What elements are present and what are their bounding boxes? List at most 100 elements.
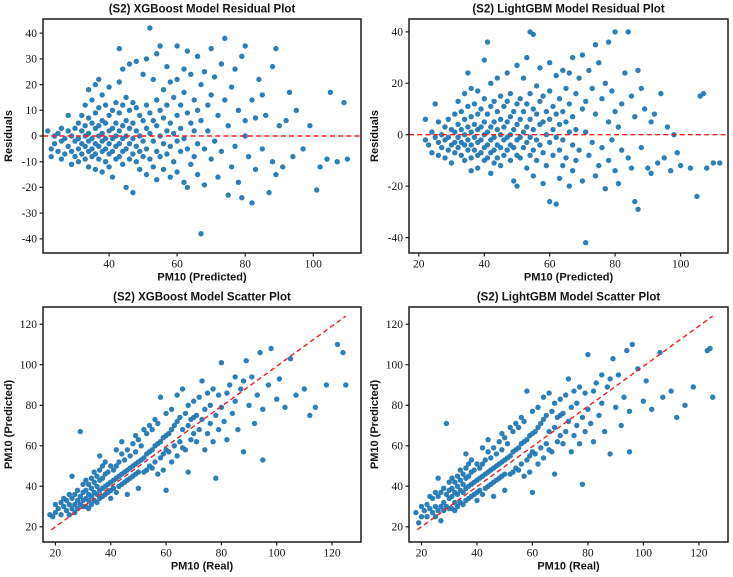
scatter-point: [188, 71, 194, 78]
scatter-point: [602, 80, 608, 87]
x-tick-label: 40: [103, 259, 115, 271]
scatter-point: [429, 150, 435, 156]
x-axis-label: PM10 (Predicted): [157, 272, 247, 284]
scatter-point: [276, 123, 282, 129]
scatter-point: [507, 424, 513, 431]
scatter-point: [85, 130, 92, 137]
scatter-point: [69, 473, 75, 479]
scatter-point: [168, 426, 175, 433]
x-axis-label: PM10 (Real): [537, 561, 600, 573]
scatter-point: [454, 503, 461, 510]
scatter-point: [576, 384, 583, 390]
x-tick-label: 100: [672, 259, 690, 271]
scatter-point: [154, 177, 160, 183]
scatter-point: [82, 123, 88, 129]
scatter-point: [574, 400, 580, 406]
scatter-point: [188, 161, 194, 167]
scatter-point: [442, 124, 448, 130]
scatter-point: [274, 396, 280, 402]
scatter-point: [704, 165, 710, 171]
scatter-point: [152, 459, 158, 465]
scatter-point: [710, 160, 716, 166]
scatter-point: [502, 471, 508, 477]
scatter-point: [524, 437, 530, 443]
scatter-point: [418, 514, 425, 520]
scatter-point: [547, 88, 553, 94]
scatter-point: [494, 126, 500, 133]
y-tick-label: 20: [392, 522, 404, 534]
scatter-point: [65, 112, 71, 119]
scatter-point: [635, 206, 641, 212]
scatter-point: [550, 103, 556, 110]
scatter-point: [538, 445, 544, 451]
scatter-point: [245, 153, 252, 160]
scatter-point: [232, 374, 238, 380]
scatter-point: [96, 105, 102, 111]
scatter-point: [133, 128, 139, 134]
scatter-point: [88, 485, 95, 491]
scatter-point: [194, 53, 201, 59]
scatter-point: [167, 120, 173, 126]
scatter-point: [458, 152, 464, 158]
scatter-point: [484, 155, 491, 161]
scatter-point: [225, 192, 231, 198]
scatter-point: [116, 110, 123, 116]
x-axis-label: PM10 (Predicted): [524, 272, 614, 284]
scatter-point: [568, 404, 574, 410]
scatter-point: [543, 412, 549, 419]
scatter-point: [132, 432, 139, 439]
scatter-point: [571, 432, 577, 439]
scatter-point: [269, 159, 276, 165]
scatter-point: [494, 75, 500, 81]
scatter-point: [273, 171, 279, 178]
y-tick-label: 100: [386, 359, 404, 371]
scatter-point: [442, 155, 448, 161]
scatter-point: [91, 469, 97, 475]
scatter-point: [235, 179, 242, 185]
scatter-point: [317, 164, 323, 170]
scatter-point: [475, 165, 481, 171]
scatter-point: [232, 66, 238, 72]
scatter-point: [465, 461, 472, 467]
scatter-point: [150, 76, 156, 83]
scatter-point: [507, 453, 513, 459]
scatter-point: [628, 165, 635, 171]
scatter-point: [249, 97, 255, 103]
scatter-point: [452, 139, 458, 146]
y-tick-label: 40: [26, 28, 38, 40]
scatter-point: [97, 453, 103, 459]
scatter-point: [69, 495, 75, 502]
scatter-point: [83, 477, 89, 483]
scatter-point: [88, 475, 95, 481]
scatter-point: [75, 159, 82, 165]
scatter-point: [582, 428, 588, 435]
scatter-point: [463, 451, 469, 457]
scatter-point: [461, 90, 468, 97]
scatter-point: [168, 459, 175, 465]
scatter-point: [89, 135, 95, 142]
scatter-point: [576, 441, 583, 447]
scatter-point: [589, 139, 595, 146]
scatter-point: [147, 130, 153, 137]
scatter-point: [228, 164, 235, 170]
scatter-point: [150, 164, 156, 170]
scatter-point: [106, 141, 112, 147]
y-tick-label: 0: [397, 129, 403, 141]
scatter-point: [58, 156, 65, 162]
scatter-point: [622, 70, 628, 76]
scatter-point: [182, 410, 189, 417]
scatter-point: [490, 493, 497, 500]
scatter-point: [79, 151, 85, 157]
scatter-point: [543, 162, 550, 169]
scatter-point: [596, 412, 602, 419]
scatter-point: [215, 174, 221, 180]
panel-lightgbm-residual: 20 40 60 80 100 -40 -20 0 20 40 (S2) LightGBM Mode…: [366, 0, 733, 288]
scatter-point: [465, 137, 471, 143]
scatter-point: [177, 148, 184, 155]
scatter-point: [579, 106, 586, 112]
scatter-point: [602, 186, 608, 192]
scatter-point: [569, 54, 576, 61]
scatter-point: [327, 89, 334, 96]
scatter-point: [563, 119, 569, 125]
y-tick-label: 0: [31, 131, 37, 143]
